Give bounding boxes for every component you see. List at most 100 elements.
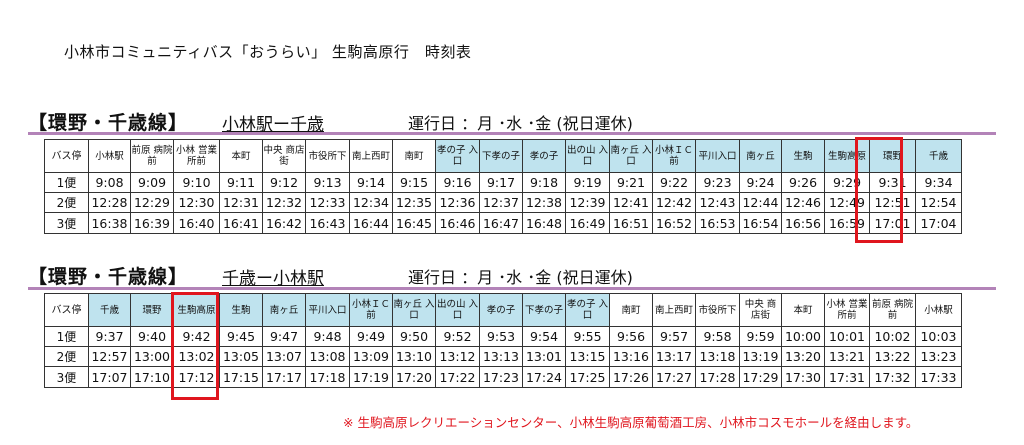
route-heading-1: 【環野・千歳線】 小林駅ー千歳 運行日 ：月 ･水 ･金 (祝日運休) <box>28 108 996 135</box>
departure-time: 13:02 <box>173 346 220 367</box>
departure-time: 17:12 <box>173 366 220 388</box>
service-days: 運行日 ：月 ･水 ･金 (祝日運休) <box>408 268 633 287</box>
departure-time: 16:38 <box>88 212 131 234</box>
stop-name: 下孝の子 <box>522 293 566 327</box>
departure-time: 17:28 <box>695 366 740 388</box>
stop-name: 市役所下 <box>695 293 740 327</box>
departure-time: 13:08 <box>305 346 350 367</box>
departure-time: 16:45 <box>392 212 436 234</box>
departure-time: 12:34 <box>349 192 393 213</box>
departure-time: 16:59 <box>824 212 870 234</box>
departure-time: 16:51 <box>609 212 653 234</box>
departure-time: 9:14 <box>349 172 393 193</box>
stop-header: バス停 <box>44 293 89 327</box>
departure-time: 9:29 <box>824 172 870 193</box>
departure-time: 9:47 <box>262 326 306 347</box>
departure-time: 13:15 <box>565 346 610 367</box>
departure-time: 17:19 <box>349 366 393 388</box>
departure-time: 9:08 <box>88 172 131 193</box>
departure-time: 13:18 <box>695 346 740 367</box>
departure-time: 9:23 <box>695 172 740 193</box>
departure-time: 16:56 <box>781 212 825 234</box>
stop-name: 平川入口 <box>305 293 350 327</box>
stop-name: 平川入口 <box>695 139 740 173</box>
trip-label: 1便 <box>44 326 89 347</box>
trip-label: 3便 <box>44 366 89 388</box>
timetable-inbound: バス停 千歳 環野 生駒高原 生駒 南ヶ丘 平川入口 小林ＩＣ 前南ヶ丘 入口 出の山 入口 孝の… <box>44 293 962 388</box>
departure-time: 16:39 <box>130 212 174 234</box>
departure-time: 9:50 <box>392 326 436 347</box>
departure-time: 12:37 <box>479 192 523 213</box>
departure-time: 17:15 <box>219 366 263 388</box>
stop-name: 孝の子 <box>522 139 566 173</box>
departure-time: 9:24 <box>739 172 782 193</box>
stop-name: 本町 <box>219 139 263 173</box>
trip-label: 2便 <box>44 192 89 213</box>
departure-time: 12:31 <box>219 192 263 213</box>
departure-time: 13:16 <box>609 346 653 367</box>
departure-time: 13:19 <box>739 346 782 367</box>
departure-time: 16:40 <box>173 212 220 234</box>
departure-time: 9:57 <box>652 326 696 347</box>
departure-time: 17:22 <box>435 366 480 388</box>
departure-time: 12:57 <box>88 346 131 367</box>
stop-name: 南ヶ丘 入口 <box>392 293 436 327</box>
departure-time: 9:21 <box>609 172 653 193</box>
departure-time: 12:32 <box>262 192 306 213</box>
departure-time: 9:17 <box>479 172 523 193</box>
departure-time: 13:05 <box>219 346 263 367</box>
stop-name: 環野 <box>130 293 174 327</box>
stop-name: 南上西町 <box>652 293 696 327</box>
stop-name: 小林ＩＣ 前 <box>652 139 696 173</box>
departure-time: 13:17 <box>652 346 696 367</box>
stop-name: 中央 商店街 <box>262 139 306 173</box>
stop-name: 南上西町 <box>349 139 393 173</box>
trip-row: 1便 9:37 9:40 9:42 9:45 9:47 9:48 9:49 9:50 9:52 9:… <box>44 326 962 347</box>
departure-time: 12:38 <box>522 192 566 213</box>
departure-time: 13:00 <box>130 346 174 367</box>
departure-time: 9:59 <box>739 326 782 347</box>
departure-time: 9:37 <box>88 326 131 347</box>
departure-time: 17:01 <box>869 212 916 234</box>
stop-name: 市役所下 <box>305 139 350 173</box>
timetable-outbound: バス停 小林駅 前原 病院前 小林 営業所前 本町 中央 商店街 市役所下 南上西町 南町 孝の子… <box>44 139 962 234</box>
departure-time: 16:46 <box>435 212 480 234</box>
departure-time: 12:54 <box>915 192 962 213</box>
stop-header: バス停 <box>44 139 89 173</box>
departure-time: 17:29 <box>739 366 782 388</box>
departure-time: 9:42 <box>173 326 220 347</box>
departure-time: 17:32 <box>869 366 916 388</box>
departure-time: 9:31 <box>869 172 916 193</box>
departure-time: 9:40 <box>130 326 174 347</box>
trip-row: 3便 17:07 17:10 17:12 17:15 17:17 17:18 17:19 17:… <box>44 366 962 388</box>
stop-name: 小林ＩＣ 前 <box>349 293 393 327</box>
departure-time: 13:21 <box>824 346 870 367</box>
departure-time: 10:00 <box>781 326 825 347</box>
departure-time: 12:29 <box>130 192 174 213</box>
stop-name: 小林駅 <box>88 139 131 173</box>
departure-time: 9:16 <box>435 172 480 193</box>
departure-time: 9:26 <box>781 172 825 193</box>
stop-name: 南町 <box>609 293 653 327</box>
departure-time: 17:17 <box>262 366 306 388</box>
stop-name: 生駒 <box>781 139 825 173</box>
departure-time: 17:25 <box>565 366 610 388</box>
departure-time: 12:35 <box>392 192 436 213</box>
departure-time: 17:24 <box>522 366 566 388</box>
stop-name: 小林 営業所前 <box>173 139 220 173</box>
departure-time: 16:43 <box>305 212 350 234</box>
departure-time: 9:13 <box>305 172 350 193</box>
departure-time: 13:09 <box>349 346 393 367</box>
departure-time: 9:56 <box>609 326 653 347</box>
departure-time: 13:22 <box>869 346 916 367</box>
departure-time: 17:23 <box>479 366 523 388</box>
departure-time: 17:04 <box>915 212 962 234</box>
trip-label: 3便 <box>44 212 89 234</box>
departure-time: 13:20 <box>781 346 825 367</box>
departure-time: 16:54 <box>739 212 782 234</box>
departure-time: 12:46 <box>781 192 825 213</box>
trip-label: 2便 <box>44 346 89 367</box>
departure-time: 17:10 <box>130 366 174 388</box>
stop-name: 孝の子 入口 <box>565 293 610 327</box>
stop-name: 千歳 <box>88 293 131 327</box>
